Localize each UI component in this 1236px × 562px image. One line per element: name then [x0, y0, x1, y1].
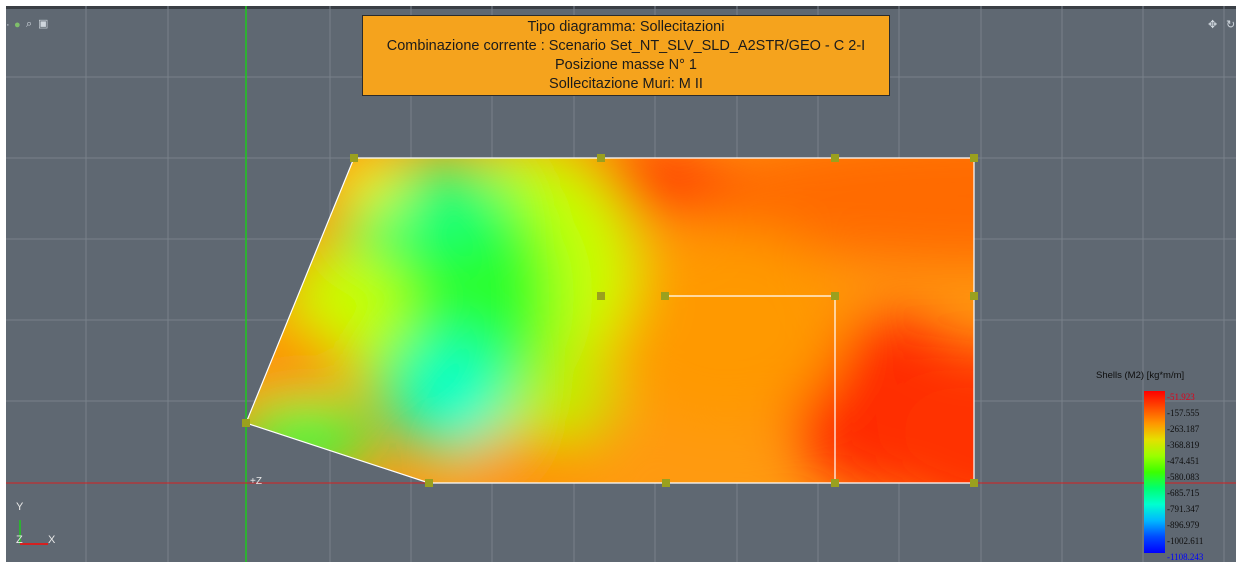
- legend-title: Shells (M2) [kg*m/m]: [1096, 370, 1185, 381]
- legend-value: -157.555: [1167, 408, 1200, 418]
- shell-outline: [245, 157, 975, 484]
- combination-line: Combinazione corrente : Scenario Set_NT_…: [386, 38, 866, 54]
- legend-value: -51.923: [1167, 392, 1195, 402]
- legend-value: -263.187: [1167, 424, 1200, 434]
- zoom-icon[interactable]: ●: [14, 19, 21, 31]
- node[interactable]: [425, 479, 433, 487]
- monitor-icon[interactable]: ▣: [38, 18, 49, 30]
- legend-value: -685.715: [1167, 488, 1200, 498]
- legend-value: -896.979: [1167, 520, 1200, 530]
- legend-value: -368.819: [1167, 440, 1200, 450]
- node[interactable]: [242, 419, 250, 427]
- color-legend: Shells (M2) [kg*m/m] -51.923 -157.555 -2…: [1096, 370, 1236, 562]
- mass-position-line: Posizione masse N° 1: [555, 57, 697, 73]
- origin-label: +Z: [250, 476, 262, 487]
- axis-triad: [19, 520, 48, 545]
- node[interactable]: [661, 292, 669, 300]
- legend-value: -1002.611: [1167, 536, 1204, 546]
- node[interactable]: [597, 292, 605, 300]
- diagram-type-line: Tipo diagramma: Sollecitazioni: [527, 19, 725, 35]
- scene-canvas[interactable]: [6, 6, 1236, 562]
- node[interactable]: [970, 292, 978, 300]
- node[interactable]: [662, 479, 670, 487]
- axis-z-label: Z: [16, 534, 23, 546]
- search-icon[interactable]: ⌕: [26, 18, 33, 30]
- node[interactable]: [597, 154, 605, 162]
- diagram-info-box: Tipo diagramma: Sollecitazioni Combinazi…: [362, 15, 890, 96]
- rotate-icon[interactable]: ↻: [1226, 19, 1236, 31]
- node[interactable]: [831, 292, 839, 300]
- wall-stress-line: Sollecitazione Muri: M II: [549, 76, 703, 92]
- axis-y-label: Y: [16, 501, 24, 513]
- legend-value: -474.451: [1167, 456, 1200, 466]
- node[interactable]: [970, 479, 978, 487]
- legend-value: -580.083: [1167, 472, 1200, 482]
- viewport-top-border: [6, 6, 1236, 9]
- node[interactable]: [970, 154, 978, 162]
- axis-x-label: X: [48, 534, 56, 546]
- stress-contour-shell: [246, 158, 974, 483]
- legend-value: -791.347: [1167, 504, 1200, 514]
- legend-color-bar: [1144, 391, 1165, 553]
- 3d-viewport[interactable]: · ● ⌕ ▣ ✥ ↻ Tipo diagramma: Sollecitazio…: [6, 6, 1236, 562]
- node-markers: [242, 154, 978, 487]
- node[interactable]: [350, 154, 358, 162]
- legend-value: -1108.243: [1167, 552, 1204, 562]
- node[interactable]: [831, 479, 839, 487]
- move-icon[interactable]: ✥: [1208, 19, 1218, 31]
- node[interactable]: [831, 154, 839, 162]
- dot-icon[interactable]: ·: [6, 19, 10, 31]
